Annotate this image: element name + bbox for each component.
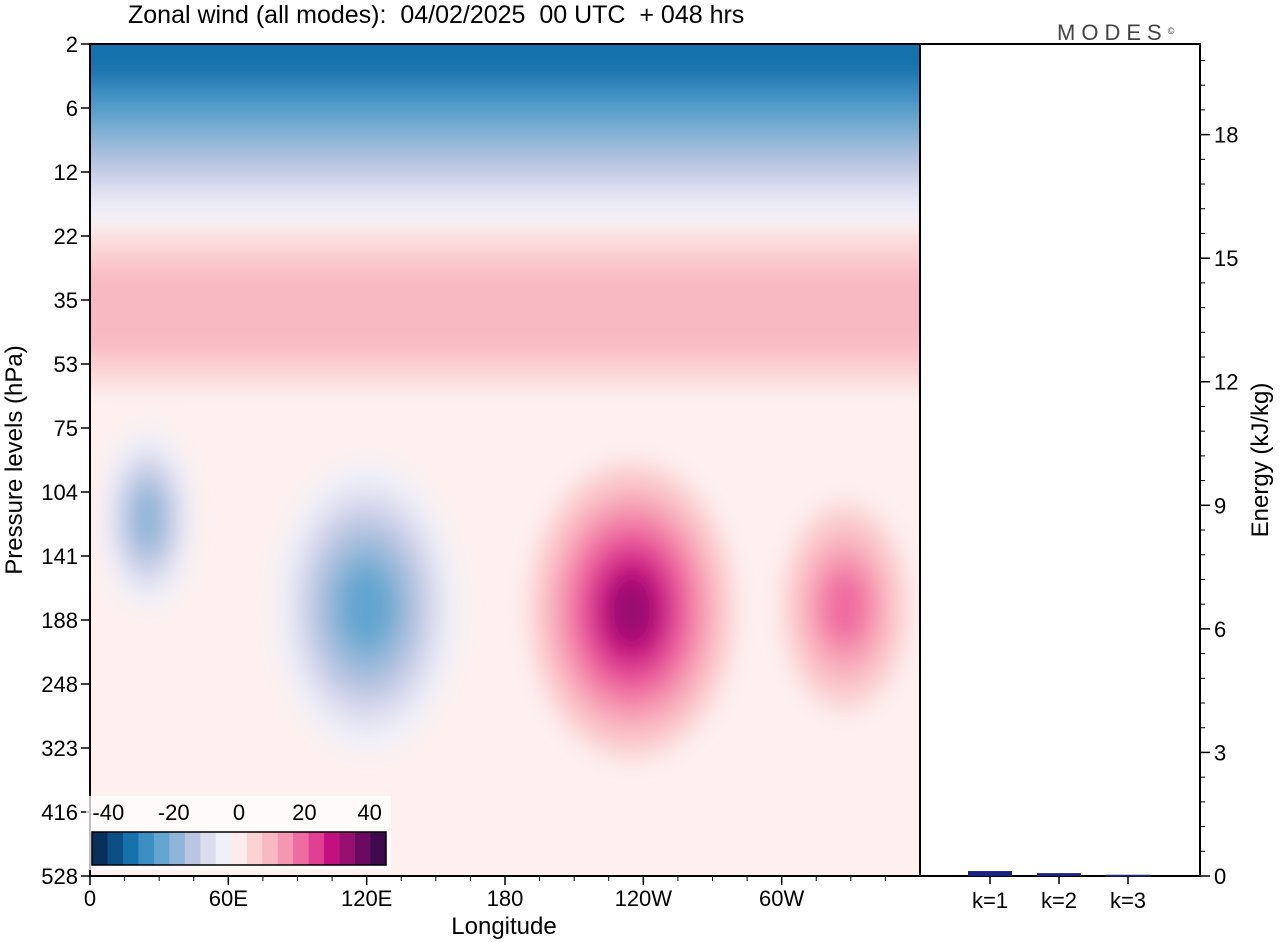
colorbar-tick-label: 20 <box>292 800 316 825</box>
x-tick-label: 180 <box>487 886 524 911</box>
energy-category-label: k=1 <box>972 888 1008 913</box>
colorbar-swatch <box>324 832 341 865</box>
colorbar-labels: -40 -20 0 20 40 <box>92 800 381 825</box>
colorbar-swatch <box>246 832 263 865</box>
colorbar-swatch <box>308 832 325 865</box>
colorbar-frame <box>91 831 387 866</box>
energy-category-label: k=3 <box>1110 888 1146 913</box>
colorbar-swatch <box>355 832 372 865</box>
colorbar-swatch <box>215 832 232 865</box>
colorbar-tick-label: 0 <box>233 800 245 825</box>
x-axis-title: Longitude <box>451 913 556 940</box>
x-tick-label: 120E <box>341 886 392 911</box>
colorbar-swatch <box>370 832 387 865</box>
y-tick-label: 188 <box>41 608 78 633</box>
energy-tick-label: 6 <box>1214 617 1226 642</box>
energy-axis-title: Energy (kJ/kg) <box>1247 383 1274 538</box>
colorbar-swatch <box>293 832 310 865</box>
colorbar-swatch <box>262 832 279 865</box>
colorbar: -40 -20 0 20 40 <box>86 796 391 870</box>
contour-level <box>131 487 164 551</box>
colorbar-swatches <box>92 832 387 865</box>
energy-bar <box>1037 873 1081 876</box>
energy-tick-label: 12 <box>1214 370 1238 395</box>
energy-axis: 0 3 6 9 12 15 18 <box>1200 59 1238 889</box>
y-tick-label: 2 <box>66 32 78 57</box>
contour-level <box>823 570 868 644</box>
energy-frame <box>919 43 1201 877</box>
y-tick-label: 323 <box>41 736 78 761</box>
modes-logo: MODES© <box>1057 20 1174 46</box>
colorbar-swatch <box>277 832 294 865</box>
y-tick-label: 75 <box>54 416 78 441</box>
y-axis-title: Pressure levels (hPa) <box>1 345 28 574</box>
contour-level <box>90 264 920 356</box>
x-tick-label: 120W <box>615 886 673 911</box>
logo-text: MODES <box>1057 20 1168 45</box>
energy-tick-label: 9 <box>1214 493 1226 518</box>
energy-category-label: k=2 <box>1041 888 1077 913</box>
y-tick-label: 6 <box>66 96 78 121</box>
colorbar-tick-label: -20 <box>158 800 190 825</box>
colorbar-swatch <box>339 832 356 865</box>
x-tick-label: 0 <box>84 886 96 911</box>
y-tick-label: 22 <box>54 224 78 249</box>
energy-bar <box>968 871 1012 876</box>
colorbar-swatch <box>107 832 124 865</box>
x-tick-label: 60W <box>759 886 804 911</box>
colorbar-swatch <box>200 832 217 865</box>
energy-tick-label: 0 <box>1214 864 1226 889</box>
y-tick-label: 53 <box>54 352 78 377</box>
energy-tick-label: 18 <box>1214 123 1238 148</box>
contour-level <box>609 578 654 642</box>
chart-title: Zonal wind (all modes): 04/02/2025 00 UT… <box>128 1 745 29</box>
y-tick-label: 416 <box>41 800 78 825</box>
colorbar-swatch <box>184 832 201 865</box>
y-axis: 2 6 12 22 35 53 75 104 141 188 248 323 416 528 <box>41 32 90 889</box>
y-tick-label: 141 <box>41 544 78 569</box>
y-tick-label: 12 <box>54 160 78 185</box>
colorbar-swatch <box>122 832 139 865</box>
colorbar-swatch <box>153 832 170 865</box>
logo-copyright-mark: © <box>1167 26 1175 36</box>
heatmap-panel <box>89 43 921 877</box>
heatmap-field <box>90 44 920 760</box>
y-tick-label: 528 <box>41 864 78 889</box>
energy-panel: k=1 k=2 k=3 <box>919 43 1201 913</box>
contour-level <box>340 565 394 649</box>
y-tick-label: 35 <box>54 288 78 313</box>
colorbar-swatch <box>169 832 186 865</box>
colorbar-swatch <box>138 832 155 865</box>
y-tick-label: 104 <box>41 480 78 505</box>
contour-level <box>90 44 920 82</box>
x-tick-label: 60E <box>209 886 248 911</box>
energy-tick-label: 15 <box>1214 246 1238 271</box>
x-axis: 0 60E 120E 180 120W 60W <box>84 876 886 911</box>
colorbar-swatch <box>92 832 108 865</box>
colorbar-swatch <box>231 832 248 865</box>
y-tick-label: 248 <box>41 672 78 697</box>
energy-tick-label: 3 <box>1214 740 1226 765</box>
energy-bar <box>1106 874 1150 877</box>
energy-bars: k=1 k=2 k=3 <box>968 871 1150 913</box>
colorbar-tick-label: 40 <box>357 800 381 825</box>
colorbar-tick-label: -40 <box>92 800 124 825</box>
